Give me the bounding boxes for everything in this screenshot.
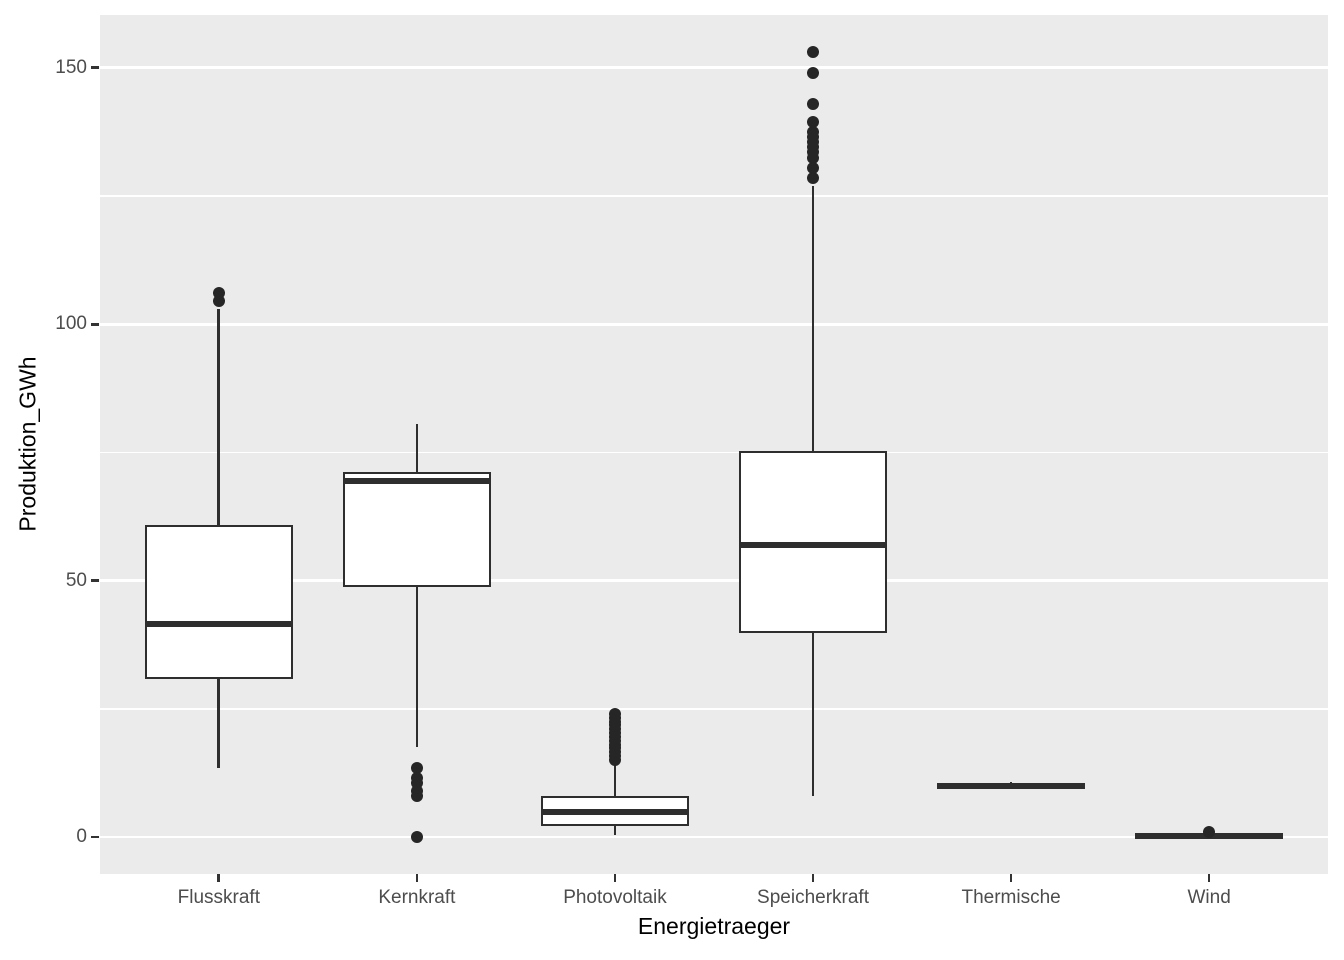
flusskraft-box [144, 525, 294, 680]
speicherkraft-outlier-dot [807, 66, 820, 79]
x-axis-tick-mark [1207, 874, 1211, 882]
y-axis-title: Produktion_GWh [14, 356, 41, 532]
x-axis-tick-label-thermische: Thermische [961, 887, 1061, 908]
thermische-median-line [936, 782, 1086, 789]
speicherkraft-outlier-dot [807, 97, 820, 110]
kernkraft-upper-whisker [415, 424, 419, 473]
y-axis-tick-mark [91, 579, 99, 582]
photovoltaik-upper-whisker [613, 762, 617, 798]
y-axis-tick-mark [91, 835, 99, 839]
y-axis-tick-label: 50 [65, 569, 87, 591]
kernkraft-outlier-dot [410, 761, 423, 774]
speicherkraft-median-line [738, 541, 888, 548]
speicherkraft-upper-whisker [811, 185, 815, 453]
flusskraft-median-line [144, 621, 294, 628]
speicherkraft-outlier-dot [807, 46, 820, 59]
photovoltaik-outlier-dot [608, 707, 621, 720]
speicherkraft-lower-whisker [811, 631, 815, 797]
x-axis-tick-label-speicherkraft: Speicherkraft [757, 887, 869, 908]
speicherkraft-outlier-dot [807, 125, 820, 138]
flusskraft-outlier-dot [212, 287, 225, 300]
kernkraft-outlier-dot [410, 772, 423, 785]
grid-minor-line [100, 451, 1328, 454]
y-axis-tick-label: 150 [55, 56, 87, 78]
grid-major-line [100, 835, 1328, 839]
photovoltaik-median-line [540, 809, 690, 816]
x-axis-tick-mark [415, 874, 419, 882]
plot-panel [100, 15, 1328, 874]
kernkraft-lower-whisker [415, 585, 419, 748]
speicherkraft-outlier-dot [807, 172, 820, 185]
x-axis-tick-label-wind: Wind [1187, 887, 1231, 908]
kernkraft-median-line [342, 477, 492, 484]
kernkraft-outlier-dot [410, 831, 423, 844]
x-axis-tick-label-kernkraft: Kernkraft [378, 887, 456, 908]
y-axis-tick-mark [91, 66, 99, 70]
grid-major-line [100, 322, 1328, 326]
x-axis-tick-mark [811, 874, 815, 882]
x-axis-tick-mark [1009, 874, 1013, 882]
grid-minor-line [100, 195, 1328, 197]
flusskraft-upper-whisker [217, 308, 221, 527]
y-axis-tick-mark [91, 322, 99, 326]
grid-major-line [100, 66, 1328, 70]
wind-outlier-dot [1203, 825, 1216, 838]
x-axis-tick-mark [613, 874, 617, 882]
speicherkraft-outlier-dot [807, 161, 820, 174]
x-axis-tick-label-flusskraft: Flusskraft [177, 887, 260, 908]
photovoltaik-lower-whisker [613, 824, 617, 835]
grid-minor-line [100, 708, 1328, 710]
speicherkraft-outlier-dot [807, 115, 820, 128]
x-axis-tick-label-photovoltaik: Photovoltaik [563, 887, 667, 908]
x-axis-tick-mark [217, 874, 221, 882]
kernkraft-box [342, 471, 492, 588]
x-axis-title: Energietraeger [637, 913, 791, 939]
grid-major-line [100, 579, 1328, 582]
y-axis-tick-label: 100 [55, 313, 87, 335]
flusskraft-lower-whisker [217, 678, 221, 768]
y-axis-tick-label: 0 [76, 826, 87, 848]
